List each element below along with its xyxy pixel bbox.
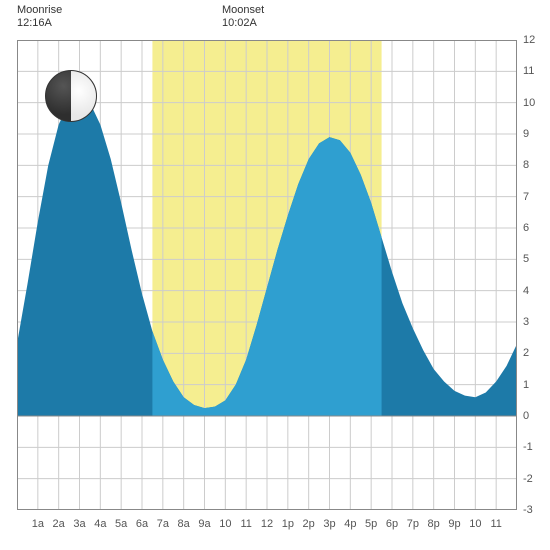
y-tick-label: -2 (523, 473, 550, 485)
y-tick-label: 7 (523, 191, 550, 203)
x-tick-label: 6a (136, 518, 148, 530)
x-tick-label: 3p (323, 518, 335, 530)
x-tick-label: 7a (157, 518, 169, 530)
x-tick-label: 8p (428, 518, 440, 530)
x-tick-label: 10 (219, 518, 231, 530)
x-tick-label: 9a (198, 518, 210, 530)
x-tick-label: 6p (386, 518, 398, 530)
x-tick-label: 3a (73, 518, 85, 530)
moonrise-label: Moonrise 12:16A (17, 4, 62, 30)
y-tick-label: -3 (523, 504, 550, 516)
x-tick-label: 8a (178, 518, 190, 530)
y-tick-label: 8 (523, 159, 550, 171)
y-tick-label: 5 (523, 253, 550, 265)
x-tick-label: 2p (303, 518, 315, 530)
y-tick-label: 12 (523, 34, 550, 46)
y-tick-label: 1 (523, 379, 550, 391)
y-tick-label: 4 (523, 285, 550, 297)
x-tick-label: 2a (53, 518, 65, 530)
x-tick-label: 11 (240, 518, 251, 530)
x-tick-label: 4p (344, 518, 356, 530)
moon-phase-icon (45, 70, 97, 122)
x-tick-label: 5a (115, 518, 127, 530)
y-tick-label: 11 (523, 65, 550, 77)
moonrise-value: 12:16A (17, 17, 62, 30)
x-tick-label: 10 (469, 518, 481, 530)
moonrise-title: Moonrise (17, 4, 62, 17)
x-tick-label: 1a (32, 518, 44, 530)
y-tick-label: 10 (523, 97, 550, 109)
moonset-title: Moonset (222, 4, 264, 17)
y-tick-label: 6 (523, 222, 550, 234)
x-tick-label: 9p (448, 518, 460, 530)
y-tick-label: 9 (523, 128, 550, 140)
y-tick-label: 0 (523, 410, 550, 422)
x-tick-label: 5p (365, 518, 377, 530)
x-tick-label: 4a (94, 518, 106, 530)
y-tick-label: 2 (523, 347, 550, 359)
x-tick-label: 1p (282, 518, 294, 530)
y-tick-label: -1 (523, 441, 550, 453)
x-tick-label: 11 (490, 518, 501, 530)
moonset-label: Moonset 10:02A (222, 4, 264, 30)
tide-chart: Moonrise 12:16A Moonset 10:02A 121110987… (0, 0, 550, 550)
moonset-value: 10:02A (222, 17, 264, 30)
x-tick-label: 7p (407, 518, 419, 530)
x-tick-label: 12 (261, 518, 273, 530)
y-tick-label: 3 (523, 316, 550, 328)
